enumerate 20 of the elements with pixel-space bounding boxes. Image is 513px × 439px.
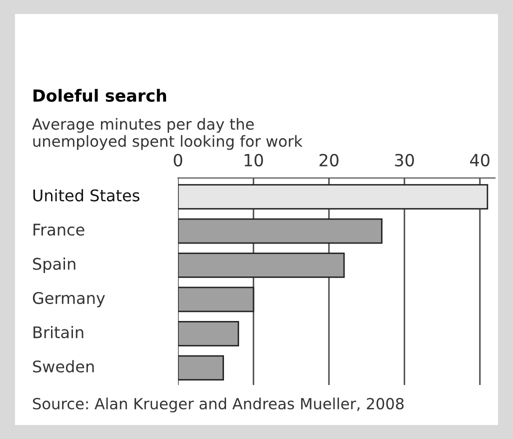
bar <box>178 218 382 244</box>
x-tick-label: 30 <box>395 154 414 166</box>
source-note: Source: Alan Krueger and Andreas Mueller, 2008 <box>33 398 404 412</box>
x-tick-label: 0 <box>174 154 182 166</box>
x-tick-label: 40 <box>470 154 490 166</box>
bar <box>178 184 488 210</box>
bar <box>178 252 345 278</box>
chart-subtitle: Average minutes per day the unemployed spent looking for work <box>32 118 303 150</box>
bar <box>178 355 224 381</box>
y-tick-label: Britain <box>34 326 84 338</box>
y-tick-label: France <box>34 224 84 236</box>
y-tick-label: Germany <box>32 292 105 308</box>
x-tick-label: 10 <box>244 154 263 166</box>
chart-title: Doleful search <box>34 88 166 102</box>
x-tick-label: 20 <box>320 154 338 166</box>
bar <box>178 286 254 312</box>
y-tick-label: Sweden <box>33 360 94 373</box>
bar <box>178 321 240 346</box>
y-tick-label: Spain <box>33 258 76 273</box>
y-tick-label: United States <box>33 189 140 202</box>
